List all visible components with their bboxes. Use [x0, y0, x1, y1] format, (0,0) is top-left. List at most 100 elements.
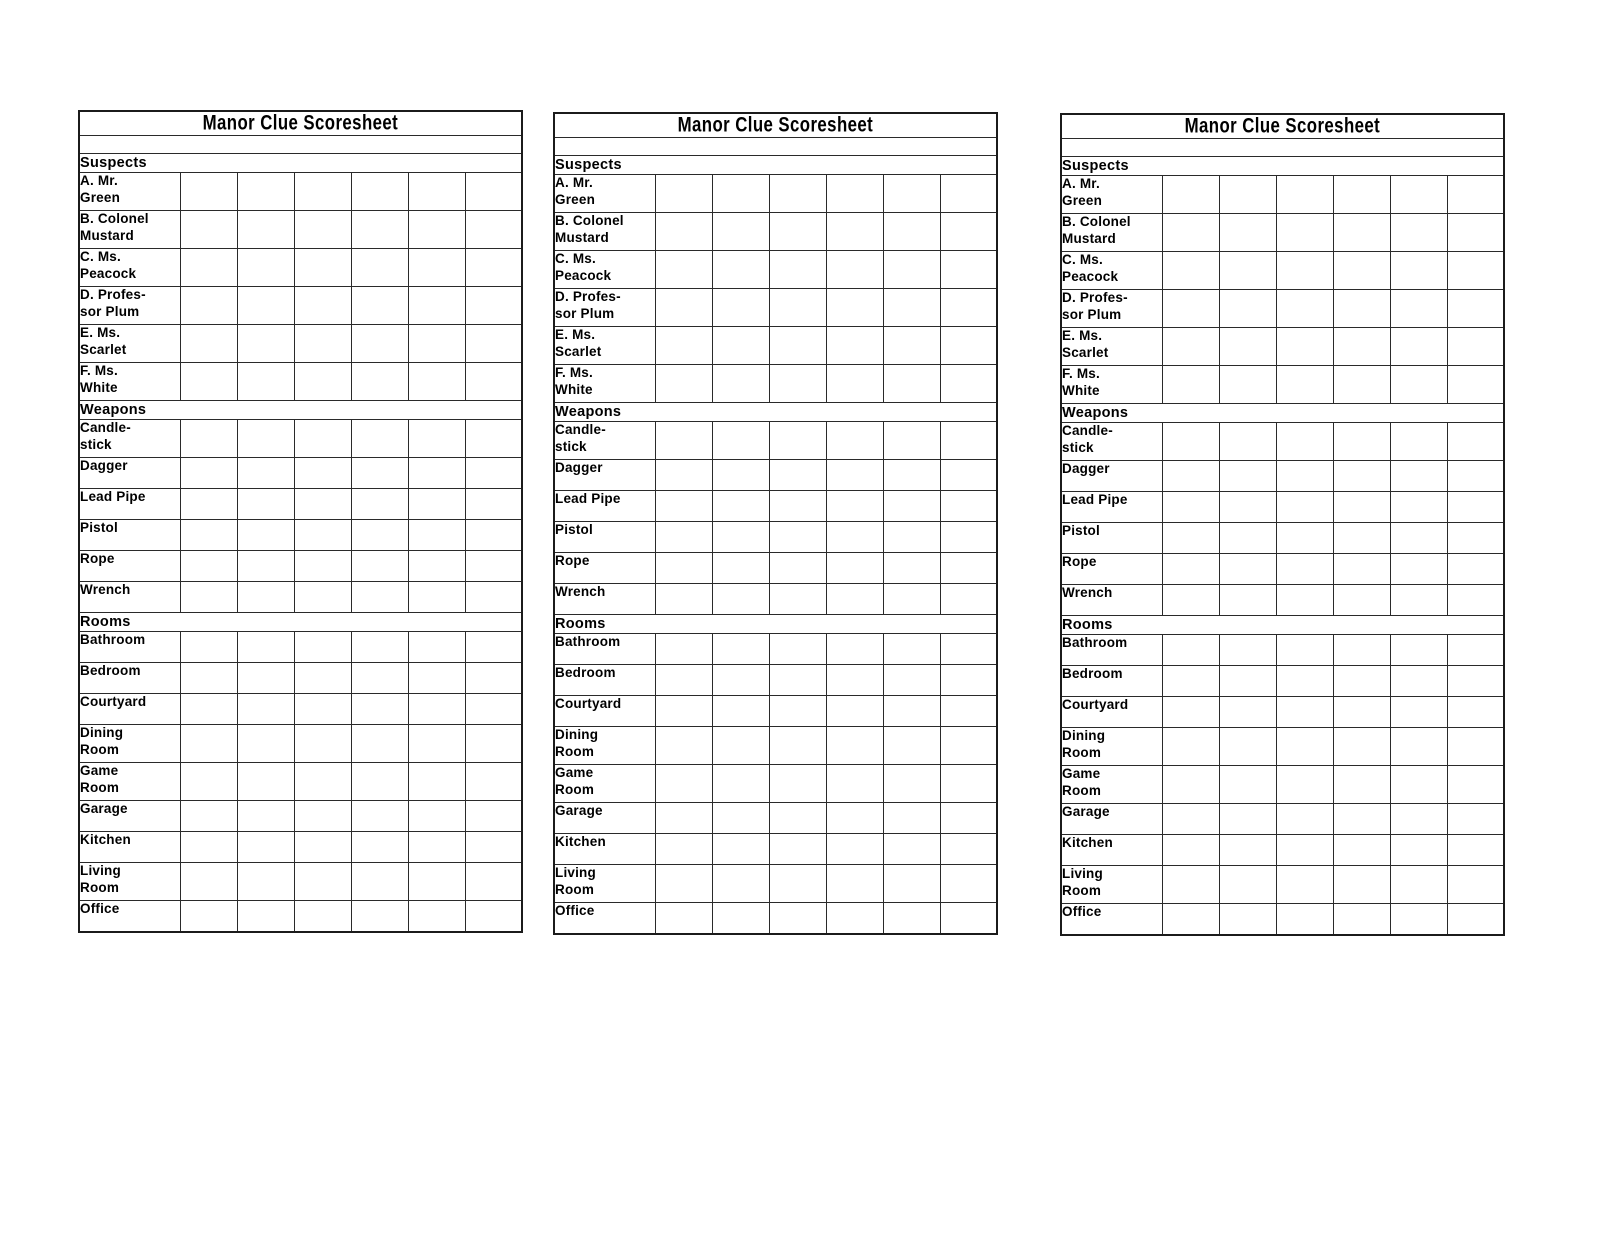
check-cell	[1218, 584, 1277, 616]
check-cell	[1275, 460, 1334, 492]
section-header-weapons: Weapons	[1060, 403, 1505, 423]
row-label: Wrench	[1060, 584, 1163, 616]
scoresheet-copy-1: Manor Clue Scoresheet Suspects A. Mr. Green…	[78, 110, 524, 933]
row-label-line: Office	[1062, 904, 1102, 919]
check-cell	[236, 631, 295, 663]
row-label-line: stick	[1062, 439, 1094, 455]
check-cell	[464, 862, 523, 901]
check-cell	[882, 902, 941, 935]
check-cell	[1218, 696, 1277, 728]
check-cell	[293, 286, 352, 325]
spacer-row	[78, 135, 523, 154]
row-label-line: Bathroom	[1062, 635, 1128, 651]
check-cell	[654, 490, 713, 522]
row-label: E. Ms. Scarlet	[553, 326, 656, 365]
check-cell	[825, 764, 884, 803]
check-cell	[1332, 553, 1391, 585]
check-cell	[293, 693, 352, 725]
check-cell	[939, 250, 998, 289]
check-cell	[1446, 251, 1505, 290]
check-cell	[768, 490, 827, 522]
check-cell	[1161, 327, 1220, 366]
row-label: Courtyard	[553, 695, 656, 727]
check-cell	[407, 581, 466, 613]
score-row: Bathroom	[1060, 634, 1505, 666]
score-row: Kitchen	[78, 831, 523, 863]
row-label-line: Wrench	[1062, 585, 1113, 601]
check-cell	[825, 212, 884, 251]
check-cell	[350, 662, 409, 694]
row-label-line: D. Profes-	[80, 287, 146, 303]
check-cell	[939, 490, 998, 522]
score-row: Candle-stick	[1060, 422, 1505, 461]
check-cell	[1161, 422, 1220, 461]
check-cell	[236, 581, 295, 613]
check-cell	[711, 633, 770, 665]
check-cell	[1332, 803, 1391, 835]
check-cell	[464, 662, 523, 694]
check-cell	[711, 552, 770, 584]
section-header-rooms: Rooms	[78, 612, 523, 632]
row-label: Candle-stick	[1060, 422, 1163, 461]
score-row: Garage	[553, 802, 998, 834]
row-label-line: E. Ms.	[1062, 328, 1103, 344]
check-cell	[179, 800, 238, 832]
check-cell	[1332, 327, 1391, 366]
row-label-line: Lead Pipe	[555, 491, 621, 507]
row-label-line: Garage	[80, 801, 128, 817]
check-cell	[350, 324, 409, 363]
row-label: Kitchen	[78, 831, 181, 863]
row-label: Garage	[553, 802, 656, 834]
row-label: Living Room	[1060, 865, 1163, 904]
row-label-line: Rope	[555, 553, 590, 569]
check-cell	[654, 583, 713, 615]
check-cell	[654, 288, 713, 327]
check-cell	[293, 831, 352, 863]
section-header-label: Suspects	[555, 157, 622, 173]
score-row: Bedroom	[553, 664, 998, 696]
check-cell	[464, 550, 523, 582]
check-cell	[236, 862, 295, 901]
sheet-title: Manor Clue Scoresheet	[202, 111, 399, 135]
check-cell	[882, 326, 941, 365]
check-cell	[1332, 251, 1391, 290]
row-label-line: White	[1062, 382, 1100, 398]
check-cell	[1446, 865, 1505, 904]
row-label-line: Game	[80, 763, 119, 779]
check-cell	[464, 762, 523, 801]
check-cell	[882, 552, 941, 584]
row-label-line: stick	[80, 436, 112, 452]
score-row: Courtyard	[78, 693, 523, 725]
check-cell	[293, 862, 352, 901]
check-cell	[464, 210, 523, 249]
check-cell	[464, 724, 523, 763]
check-cell	[236, 457, 295, 489]
check-cell	[825, 802, 884, 834]
check-cell	[293, 762, 352, 801]
check-cell	[350, 248, 409, 287]
section-header-label: Weapons	[555, 404, 622, 420]
check-cell	[825, 174, 884, 213]
check-cell	[293, 172, 352, 211]
check-cell	[350, 550, 409, 582]
check-cell	[1332, 422, 1391, 461]
score-row: Pistol	[553, 521, 998, 553]
check-cell	[1218, 365, 1277, 404]
row-label: Dining Room	[553, 726, 656, 765]
section-header-row: Rooms	[78, 612, 523, 632]
row-label-line: Game	[555, 765, 594, 781]
check-cell	[179, 831, 238, 863]
check-cell	[1161, 665, 1220, 697]
check-cell	[1389, 865, 1448, 904]
check-cell	[1389, 803, 1448, 835]
section-header-row: Suspects	[1060, 156, 1505, 176]
check-cell	[768, 288, 827, 327]
check-cell	[1161, 903, 1220, 936]
row-label-line: Green	[1062, 192, 1103, 208]
check-cell	[1446, 834, 1505, 866]
row-label-line: Bedroom	[80, 663, 141, 679]
check-cell	[236, 831, 295, 863]
check-cell	[1275, 365, 1334, 404]
score-row: Bedroom	[78, 662, 523, 694]
